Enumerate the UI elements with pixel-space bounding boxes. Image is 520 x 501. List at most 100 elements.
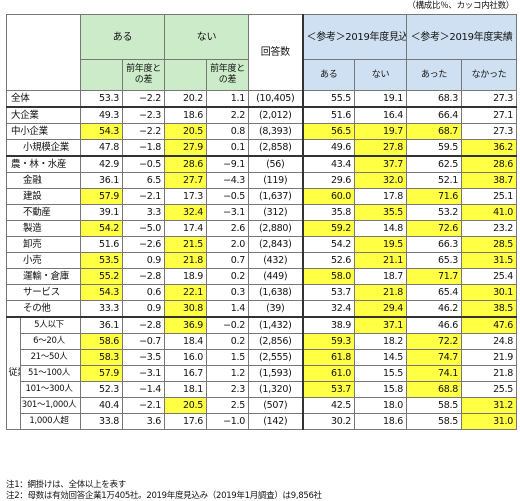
cell-rn: 31.5 xyxy=(460,252,518,269)
cell-nd: 0.2 xyxy=(206,333,249,350)
cell-rn: 24.8 xyxy=(460,333,518,350)
cell-ra: 74.1 xyxy=(406,365,462,382)
footnote-2: 注2：母数は有効回答企業1万405社。2019年度見込み（2019年1月調査）は… xyxy=(6,491,322,501)
table-row: 農・林・水産 42.9 −0.5 28.6 −9.1 (56) 43.4 37.7 62.5 28… xyxy=(6,155,518,173)
cell-a: 54.3 xyxy=(80,123,123,140)
row-label: 金融 xyxy=(6,172,81,189)
cell-rn: 21.8 xyxy=(460,365,518,382)
row-label: 大企業 xyxy=(6,106,81,124)
cell-c: (1,593) xyxy=(248,365,303,382)
row-label: 小売 xyxy=(6,252,81,269)
cell-rn: 38.7 xyxy=(460,172,518,189)
table-row: 従業員数別 5人以下36.1−2.836.9−0.2(1,432)38.937.1… xyxy=(6,316,518,430)
cell-ra: 74.7 xyxy=(406,349,462,366)
table-row: 運輸・倉庫 55.2 −2.8 18.9 0.2 (449) 58.0 18.7 71.7 25.… xyxy=(6,268,518,285)
cell-ra: 66.4 xyxy=(406,106,462,124)
row-label: 101～300人 xyxy=(20,381,81,398)
cell-n: 30.8 xyxy=(164,300,207,318)
cell-ra: 72.2 xyxy=(406,333,462,350)
cell-oa: 53.7 xyxy=(301,284,355,301)
header-nai-blank xyxy=(164,59,207,91)
cell-a: 52.3 xyxy=(80,381,123,398)
cell-ad: −3.1 xyxy=(122,365,165,382)
cell-ra: 53.2 xyxy=(406,204,462,221)
cell-on: 15.5 xyxy=(354,365,407,382)
row-label: 製造 xyxy=(6,220,81,237)
cell-a: 57.9 xyxy=(80,365,123,382)
cell-nd: 1.2 xyxy=(206,365,249,382)
cell-ad: −2.8 xyxy=(122,316,165,334)
cell-ra: 65.4 xyxy=(406,284,462,301)
cell-oa: 55.5 xyxy=(301,90,355,108)
cell-a: 57.9 xyxy=(80,188,123,205)
table-row: 21～50人 58.3 −3.5 16.0 1.5 (2,555) 61.8 14.5 74.7… xyxy=(7,349,518,366)
cell-on: 14.8 xyxy=(354,220,407,237)
cell-a: 54.2 xyxy=(80,220,123,237)
header-responses: 回答数 xyxy=(248,14,303,91)
row-label: 小規模企業 xyxy=(6,139,81,157)
cell-on: 16.4 xyxy=(354,106,407,124)
cell-a: 39.1 xyxy=(80,204,123,221)
cell-nd: 0.7 xyxy=(206,252,249,269)
cell-on: 32.0 xyxy=(354,172,407,189)
cell-ra: 72.6 xyxy=(406,220,462,237)
cell-n: 17.6 xyxy=(164,413,207,430)
cell-c: (119) xyxy=(248,172,303,189)
table-row: 6～20人 58.6 −0.7 18.4 0.2 (2,856) 59.3 18.2 72.2 2… xyxy=(7,333,518,350)
table-row: 大企業 49.3 −2.3 18.6 2.2 (2,012) 51.6 16.4 66.4 27.… xyxy=(6,106,518,124)
header-aru-diff: 前年度との差 xyxy=(122,59,165,91)
cell-oa: 61.0 xyxy=(301,365,355,382)
cell-on: 19.7 xyxy=(354,123,407,140)
table-row: 301～1,000人 40.4 −2.1 20.5 2.5 (507) 42.5 18.0 58… xyxy=(7,397,518,414)
cell-on: 19.5 xyxy=(354,236,407,253)
cell-rn: 31.0 xyxy=(460,413,518,430)
header-nai-diff: 前年度との差 xyxy=(206,59,249,91)
header-aru-blank xyxy=(80,59,123,91)
cell-n: 28.6 xyxy=(164,155,207,173)
row-label: 5人以下 xyxy=(20,316,81,334)
cell-ra: 46.2 xyxy=(406,300,462,318)
row-label: サービス xyxy=(6,284,81,301)
row-label: 1,000人超 xyxy=(20,413,81,430)
cell-n: 21.5 xyxy=(164,236,207,253)
cell-oa: 43.4 xyxy=(301,155,355,173)
cell-ad: −1.4 xyxy=(122,381,165,398)
cell-c: (1,637) xyxy=(248,188,303,205)
cell-rn: 38.5 xyxy=(460,300,518,318)
cell-nd: −3.1 xyxy=(206,204,249,221)
row-label: 21～50人 xyxy=(20,349,81,366)
cell-c: (432) xyxy=(248,252,303,269)
cell-c: (312) xyxy=(248,204,303,221)
table-row: その他 33.3 0.9 30.8 1.4 (39) 32.4 29.4 46.2 38.5 xyxy=(6,300,518,318)
cell-oa: 51.6 xyxy=(301,106,355,124)
cell-c: (2,858) xyxy=(248,139,303,157)
cell-nd: −0.5 xyxy=(206,188,249,205)
cell-on: 21.8 xyxy=(354,284,407,301)
cell-nd: 1.4 xyxy=(206,300,249,318)
cell-n: 17.3 xyxy=(164,188,207,205)
cell-c: (2,880) xyxy=(248,220,303,237)
cell-on: 37.7 xyxy=(354,155,407,173)
cell-on: 18.7 xyxy=(354,268,407,285)
unit-note: （構成比％、カッコ内社数） xyxy=(407,1,514,11)
cell-c: (8,393) xyxy=(248,123,303,140)
cell-ad: −2.3 xyxy=(122,106,165,124)
cell-rn: 47.6 xyxy=(460,316,518,334)
cell-n: 27.9 xyxy=(164,139,207,157)
cell-oa: 58.0 xyxy=(301,268,355,285)
row-label: 建設 xyxy=(6,188,81,205)
cell-a: 58.6 xyxy=(80,333,123,350)
footnote-1: 注1：網掛けは、全体以上を表す xyxy=(6,480,126,490)
cell-n: 21.8 xyxy=(164,252,207,269)
cell-ra: 68.3 xyxy=(406,90,462,108)
cell-ad: 0.6 xyxy=(122,284,165,301)
cell-c: (1,320) xyxy=(248,381,303,398)
cell-ad: 3.3 xyxy=(122,204,165,221)
cell-on: 18.2 xyxy=(354,333,407,350)
cell-on: 19.1 xyxy=(354,90,407,108)
table-row: 1,000人超 33.8 3.6 17.6 −1.0 (142) 30.2 18.6 58.5 3… xyxy=(7,413,518,430)
cell-rn: 41.0 xyxy=(460,204,518,221)
cell-ad: 6.5 xyxy=(122,172,165,189)
header-ref-aru: ある xyxy=(301,59,355,91)
cell-n: 16.0 xyxy=(164,349,207,366)
